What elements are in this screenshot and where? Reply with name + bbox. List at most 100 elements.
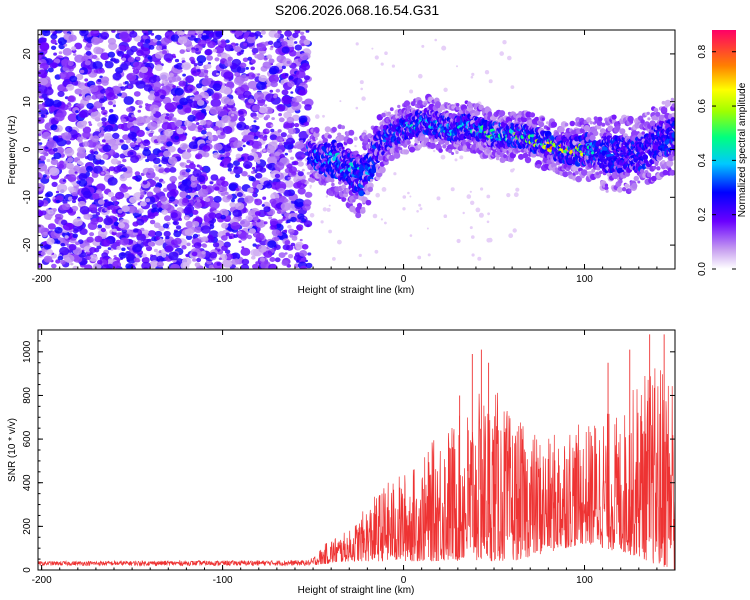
noise-blob xyxy=(243,113,247,116)
noise-blob xyxy=(143,84,153,92)
fringe-point xyxy=(325,195,329,198)
noise-blob xyxy=(156,119,162,124)
noise-blob xyxy=(97,259,103,265)
noise-blob xyxy=(282,216,286,219)
noise-blob xyxy=(147,56,152,60)
noise-blob xyxy=(301,168,305,172)
noise-blob xyxy=(150,32,155,36)
noise-blob xyxy=(55,199,60,204)
noise-blob xyxy=(100,32,110,40)
noise-blob xyxy=(306,224,310,228)
noise-blob xyxy=(224,60,233,67)
noise-blob xyxy=(46,158,51,163)
noise-blob xyxy=(148,132,154,137)
noise-blob xyxy=(138,105,143,109)
noise-blob xyxy=(137,100,144,105)
noise-blob xyxy=(249,228,256,235)
noise-blob xyxy=(130,127,135,131)
fringe-point xyxy=(407,191,410,195)
noise-blob xyxy=(72,218,83,227)
noise-blob xyxy=(201,184,208,190)
noise-blob xyxy=(237,158,243,163)
noise-blob xyxy=(300,43,305,47)
noise-blob xyxy=(101,76,110,84)
noise-blob xyxy=(197,39,207,47)
noise-blob xyxy=(207,121,212,125)
noise-blob xyxy=(88,121,92,124)
noise-blob xyxy=(167,145,176,153)
noise-blob xyxy=(86,256,91,260)
noise-blob xyxy=(286,116,295,124)
noise-blob xyxy=(196,55,207,64)
noise-blob xyxy=(201,250,206,255)
noise-blob xyxy=(247,80,258,90)
noise-blob xyxy=(181,57,185,61)
noise-blob xyxy=(74,88,83,95)
fringe-point xyxy=(470,75,474,79)
noise-blob xyxy=(259,134,264,139)
noise-blob xyxy=(174,135,180,140)
fringe-point xyxy=(471,235,475,239)
noise-blob xyxy=(268,216,273,220)
noise-blob xyxy=(219,162,224,167)
noise-blob xyxy=(124,81,129,85)
noise-blob xyxy=(77,160,83,165)
fringe-point xyxy=(478,212,484,218)
noise-blob xyxy=(164,116,169,120)
noise-blob xyxy=(290,91,294,94)
noise-blob xyxy=(254,31,262,37)
noise-blob xyxy=(215,106,222,112)
ridge-halo xyxy=(353,136,358,141)
fringe-point xyxy=(486,220,490,224)
noise-blob xyxy=(281,41,288,47)
noise-blob xyxy=(122,158,127,163)
noise-blob xyxy=(61,132,72,141)
noise-blob xyxy=(287,80,295,88)
noise-blob xyxy=(233,160,240,167)
noise-blob xyxy=(41,93,48,99)
noise-blob xyxy=(145,245,153,252)
noise-blob xyxy=(44,98,55,107)
noise-blob xyxy=(58,41,63,44)
ridge-halo xyxy=(314,137,318,141)
noise-blob xyxy=(53,137,59,142)
noise-blob xyxy=(286,137,295,145)
noise-blob xyxy=(181,257,192,266)
noise-blob xyxy=(58,51,63,55)
ridge-halo xyxy=(393,152,401,159)
noise-blob xyxy=(43,255,53,263)
noise-blob xyxy=(76,120,87,129)
fringe-point xyxy=(433,149,436,153)
fringe-point xyxy=(443,87,448,93)
figure-title: S206.2026.068.16.54.G31 xyxy=(275,2,439,18)
noise-blob xyxy=(95,160,101,165)
noise-blob xyxy=(119,237,130,246)
fringe-point xyxy=(416,210,419,213)
noise-blob xyxy=(195,65,201,70)
noise-blob xyxy=(281,95,292,105)
fringe-point xyxy=(309,184,313,188)
noise-blob xyxy=(127,56,135,63)
noise-blob xyxy=(186,159,191,164)
noise-blob xyxy=(142,35,148,40)
noise-blob xyxy=(133,262,138,266)
noise-blob xyxy=(254,198,259,203)
noise-blob xyxy=(202,135,207,139)
noise-blob xyxy=(287,176,292,180)
noise-blob xyxy=(118,83,123,87)
noise-blob xyxy=(107,247,112,251)
ridge-body xyxy=(341,146,345,150)
noise-blob xyxy=(188,163,196,170)
noise-blob xyxy=(256,43,266,52)
noise-blob xyxy=(60,242,65,247)
noise-blob xyxy=(185,75,195,83)
noise-blob xyxy=(85,95,92,101)
noise-blob xyxy=(131,116,137,121)
noise-blob xyxy=(258,145,262,149)
noise-blob xyxy=(67,196,74,201)
noise-blob xyxy=(89,247,97,253)
noise-blob xyxy=(135,137,142,143)
noise-blob xyxy=(284,180,294,188)
